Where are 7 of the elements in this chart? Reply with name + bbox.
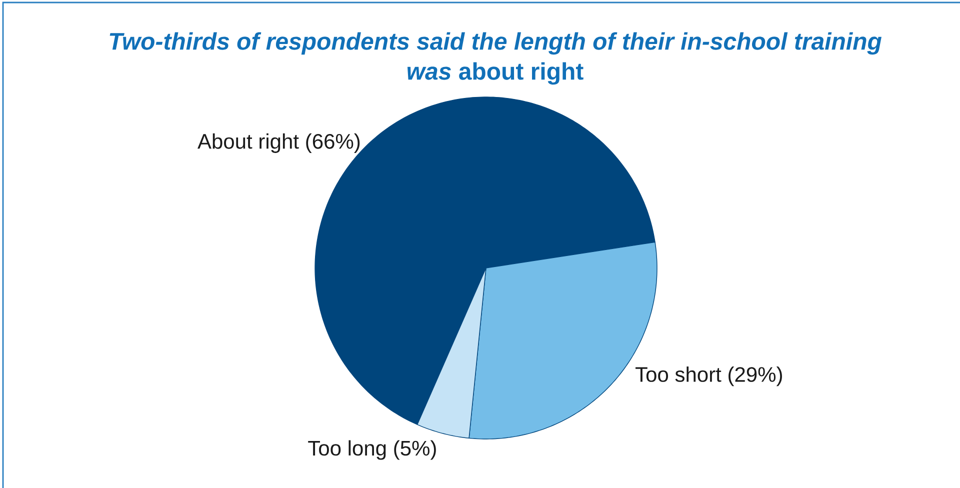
slice-label: Too short [636, 366, 722, 382]
data-label: (29%) [728, 366, 782, 386]
slice-label: Too long [308, 440, 386, 460]
data-label: (66%) [306, 133, 360, 153]
chart-title: Two-thirds of respondents said the length of their in-school training was about right [110, 32, 882, 85]
slice-label: About right [198, 133, 299, 153]
data-label: (5%) [394, 440, 436, 460]
